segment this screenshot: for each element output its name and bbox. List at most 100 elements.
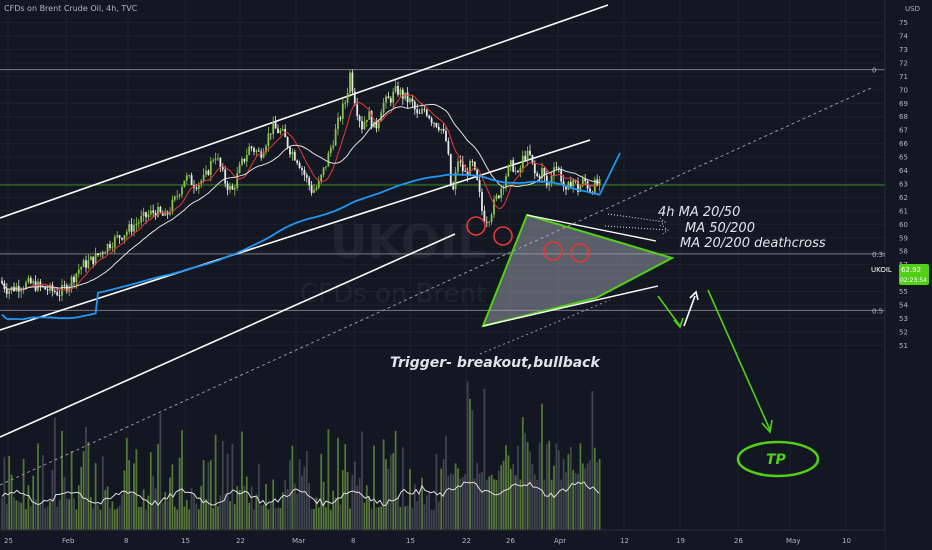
y-tick-label: 54 <box>899 302 908 310</box>
price-axis-ticks: 5152535455565758596061626364656667686970… <box>899 19 908 350</box>
volume-bar <box>377 507 380 530</box>
candle-body <box>447 141 450 155</box>
candle-body <box>541 167 543 179</box>
x-tick-label: 19 <box>676 537 685 545</box>
candle-body <box>329 147 332 153</box>
candle-body <box>286 137 289 148</box>
volume-bar <box>437 501 440 530</box>
candle-body <box>147 214 150 218</box>
volume-bar <box>322 481 325 530</box>
volume-bar <box>397 496 399 530</box>
candle-body <box>401 89 404 99</box>
volume-bar <box>339 504 342 530</box>
candle-body <box>46 289 49 291</box>
candle-body <box>473 161 476 170</box>
candle-body <box>478 179 481 192</box>
candle-body <box>507 165 510 177</box>
candle-body <box>397 86 399 95</box>
candle-body <box>53 290 56 293</box>
y-tick-label: 70 <box>899 86 908 94</box>
candle-body <box>442 128 445 131</box>
volume-bar <box>255 494 258 530</box>
volume-bar <box>308 483 311 530</box>
volume-bar <box>565 472 567 530</box>
candle-body <box>121 237 123 240</box>
y-tick-label: 68 <box>899 113 908 121</box>
candle-body <box>375 121 378 129</box>
candle-body <box>529 150 531 155</box>
volume-bar <box>298 459 301 530</box>
candle-body <box>353 91 356 105</box>
candle-body <box>70 276 73 287</box>
candle-body <box>466 171 469 176</box>
volume-bar <box>548 440 551 530</box>
candle-body <box>483 210 486 222</box>
volume-bar <box>380 506 383 530</box>
volume-bar <box>421 477 423 530</box>
volume-bar <box>195 503 198 530</box>
candle-body <box>569 181 572 187</box>
volume-bar <box>325 507 327 530</box>
volume-bar <box>356 485 359 530</box>
candle-body <box>303 170 306 175</box>
forecast-bounce-arrow <box>683 295 696 327</box>
volume-bar <box>94 463 97 530</box>
candle-body <box>325 166 327 168</box>
candle-body <box>106 243 109 253</box>
candle-body <box>97 253 99 256</box>
candle-body <box>94 253 97 265</box>
volume-bar <box>313 508 315 530</box>
volume-bar <box>253 509 255 530</box>
candle-body <box>5 289 8 294</box>
candle-body <box>181 187 183 195</box>
candle-body <box>361 121 363 130</box>
candle-body <box>135 223 138 226</box>
channel-middle-line <box>0 139 591 331</box>
candle-body <box>320 174 323 181</box>
trigger-label: Trigger- breakout,bullback <box>390 355 601 371</box>
trend-channel <box>0 4 609 438</box>
candle-body <box>380 112 383 121</box>
volume-bar <box>145 509 147 530</box>
volume-bar <box>370 508 373 530</box>
volume-bar <box>341 470 344 530</box>
volume-bar <box>85 426 87 530</box>
x-tick-label: 15 <box>181 537 190 545</box>
volume-bar <box>130 493 133 530</box>
volume-bar <box>483 388 486 530</box>
candle-body <box>238 164 241 174</box>
time-axis[interactable] <box>0 530 885 550</box>
volume-bar <box>176 509 179 530</box>
candle-body <box>92 256 95 265</box>
candle-body <box>411 98 414 102</box>
candle-body <box>236 173 239 188</box>
volume-bar <box>387 468 390 530</box>
x-tick-label: 15 <box>406 537 415 545</box>
volume-bar <box>97 504 99 530</box>
volume-bar <box>58 499 61 530</box>
volume-bar <box>409 469 411 530</box>
candle-body <box>416 109 419 114</box>
candle-body <box>310 185 313 193</box>
candle-body <box>440 128 443 131</box>
candle-body <box>437 127 440 131</box>
candle-body <box>109 243 111 248</box>
volume-bar <box>197 509 200 530</box>
candle-body <box>65 285 68 292</box>
volume-bar <box>293 483 296 530</box>
x-tick-label: 22 <box>462 537 471 545</box>
volume-bar <box>545 443 548 530</box>
volume-bar <box>29 505 32 530</box>
volume-bar <box>569 446 572 530</box>
volume-bar <box>423 504 426 530</box>
volume-bar <box>37 443 39 530</box>
candle-body <box>87 260 90 268</box>
forecast-target-arrow <box>707 289 771 431</box>
volume-bar <box>25 509 27 530</box>
volume-bar <box>353 461 356 530</box>
candle-body <box>377 120 380 129</box>
candle-body <box>543 167 546 176</box>
candle-body <box>577 181 579 192</box>
volume-bar <box>193 494 195 530</box>
